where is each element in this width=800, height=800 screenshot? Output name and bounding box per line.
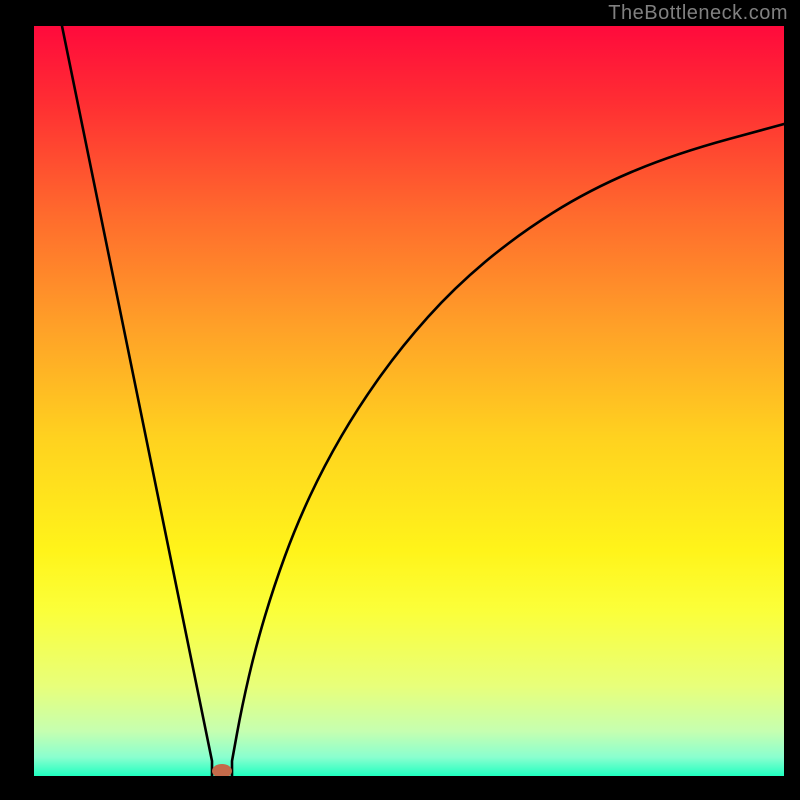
watermark-text: TheBottleneck.com: [608, 2, 788, 25]
minimum-marker: [212, 764, 232, 776]
plot-area: [34, 26, 784, 776]
bottleneck-curve: [62, 26, 784, 776]
curve-overlay: [34, 26, 784, 776]
